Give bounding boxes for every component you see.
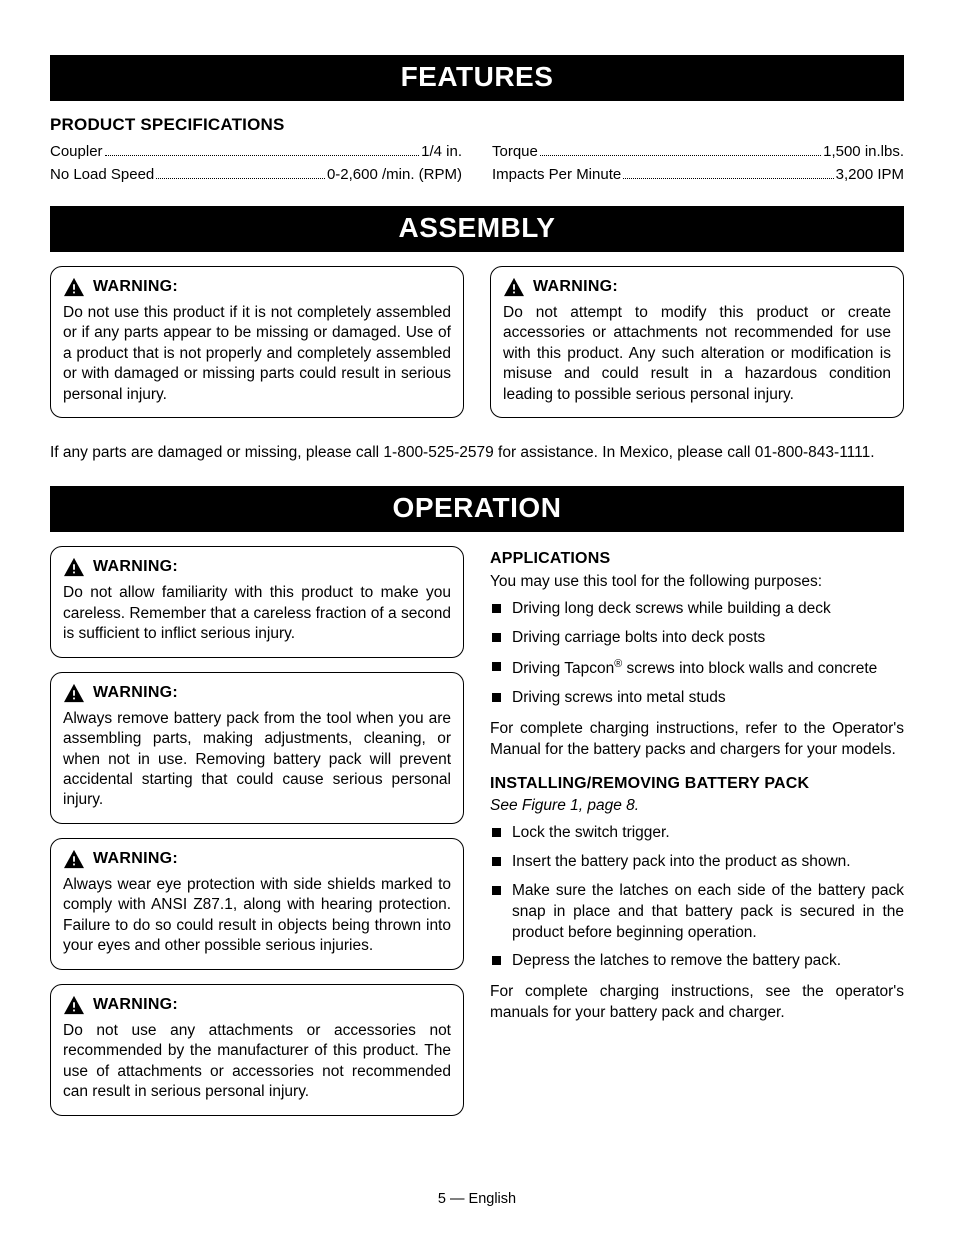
spec-label: Impacts Per Minute: [492, 164, 621, 187]
spec-value: 0-2,600 /min. (RPM): [327, 164, 462, 187]
battery-heading: INSTALLING/REMOVING BATTERY PACK: [490, 775, 904, 793]
spec-label: Coupler: [50, 141, 103, 164]
operation-columns: WARNING: Do not allow familiarity with t…: [50, 546, 904, 1129]
warning-text: Always remove battery pack from the tool…: [63, 709, 451, 811]
spec-value: 1,500 in.lbs.: [823, 141, 904, 164]
warning-header: WARNING:: [503, 277, 891, 297]
spec-value: 1/4 in.: [421, 141, 462, 164]
spec-dots: [623, 178, 833, 179]
spec-value: 3,200 IPM: [836, 164, 904, 187]
warning-box: WARNING: Always remove battery pack from…: [50, 672, 464, 824]
spec-row: Coupler 1/4 in.: [50, 141, 462, 164]
warning-box: WARNING: Do not use any attachments or a…: [50, 984, 464, 1116]
list-item: Make sure the latches on each side of th…: [490, 881, 904, 944]
operation-col-right: APPLICATIONS You may use this tool for t…: [490, 546, 904, 1129]
warning-box: WARNING: Do not allow familiarity with t…: [50, 546, 464, 657]
section-operation-banner: OPERATION: [50, 486, 904, 532]
warning-text: Do not allow familiarity with this produ…: [63, 583, 451, 644]
warning-title: WARNING:: [93, 558, 178, 576]
spec-dots: [105, 155, 420, 156]
warning-header: WARNING:: [63, 277, 451, 297]
assembly-note: If any parts are damaged or missing, ple…: [50, 444, 904, 462]
spec-col-left: Coupler 1/4 in. No Load Speed 0-2,600 /m…: [50, 141, 462, 186]
page-container: FEATURES PRODUCT SPECIFICATIONS Coupler …: [0, 0, 954, 1235]
assembly-col-left: WARNING: Do not use this product if it i…: [50, 266, 464, 432]
assembly-col-right: WARNING: Do not attempt to modify this p…: [490, 266, 904, 432]
warning-title: WARNING:: [93, 996, 178, 1014]
spec-row: Impacts Per Minute 3,200 IPM: [492, 164, 904, 187]
battery-steps-list: Lock the switch trigger. Insert the batt…: [490, 823, 904, 973]
warning-box: WARNING: Do not use this product if it i…: [50, 266, 464, 418]
figure-reference: See Figure 1, page 8.: [490, 797, 904, 815]
warning-text: Do not use any attachments or accessorie…: [63, 1021, 451, 1103]
product-specifications-heading: PRODUCT SPECIFICATIONS: [50, 115, 904, 135]
spec-columns: Coupler 1/4 in. No Load Speed 0-2,600 /m…: [50, 141, 904, 186]
warning-title: WARNING:: [93, 684, 178, 702]
warning-header: WARNING:: [63, 849, 451, 869]
spec-row: No Load Speed 0-2,600 /min. (RPM): [50, 164, 462, 187]
assembly-columns: WARNING: Do not use this product if it i…: [50, 266, 904, 432]
spec-dots: [540, 155, 821, 156]
page-footer: 5 — English: [0, 1191, 954, 1207]
applications-outro: For complete charging instructions, refe…: [490, 719, 904, 761]
warning-triangle-icon: [63, 277, 85, 297]
warning-header: WARNING:: [63, 557, 451, 577]
battery-outro: For complete charging instructions, see …: [490, 982, 904, 1024]
applications-list: Driving long deck screws while building …: [490, 599, 904, 709]
list-item: Insert the battery pack into the product…: [490, 852, 904, 873]
warning-box: WARNING: Always wear eye protection with…: [50, 838, 464, 970]
list-item: Driving long deck screws while building …: [490, 599, 904, 620]
warning-title: WARNING:: [93, 850, 178, 868]
warning-triangle-icon: [63, 557, 85, 577]
applications-intro: You may use this tool for the following …: [490, 572, 904, 593]
list-item: Driving Tapcon® screws into block walls …: [490, 657, 904, 680]
warning-triangle-icon: [63, 849, 85, 869]
warning-title: WARNING:: [533, 278, 618, 296]
spec-dots: [156, 178, 325, 179]
warning-header: WARNING:: [63, 683, 451, 703]
warning-triangle-icon: [503, 277, 525, 297]
warning-title: WARNING:: [93, 278, 178, 296]
operation-col-left: WARNING: Do not allow familiarity with t…: [50, 546, 464, 1129]
list-item: Depress the latches to remove the batter…: [490, 951, 904, 972]
warning-text: Do not attempt to modify this product or…: [503, 303, 891, 405]
spec-col-right: Torque 1,500 in.lbs. Impacts Per Minute …: [492, 141, 904, 186]
spec-row: Torque 1,500 in.lbs.: [492, 141, 904, 164]
list-item: Driving screws into metal studs: [490, 688, 904, 709]
warning-header: WARNING:: [63, 995, 451, 1015]
warning-triangle-icon: [63, 995, 85, 1015]
warning-box: WARNING: Do not attempt to modify this p…: [490, 266, 904, 418]
warning-text: Always wear eye protection with side shi…: [63, 875, 451, 957]
warning-triangle-icon: [63, 683, 85, 703]
warning-text: Do not use this product if it is not com…: [63, 303, 451, 405]
applications-heading: APPLICATIONS: [490, 550, 904, 568]
list-item: Lock the switch trigger.: [490, 823, 904, 844]
section-features-banner: FEATURES: [50, 55, 904, 101]
list-item: Driving carriage bolts into deck posts: [490, 628, 904, 649]
section-assembly-banner: ASSEMBLY: [50, 206, 904, 252]
spec-label: No Load Speed: [50, 164, 154, 187]
spec-label: Torque: [492, 141, 538, 164]
